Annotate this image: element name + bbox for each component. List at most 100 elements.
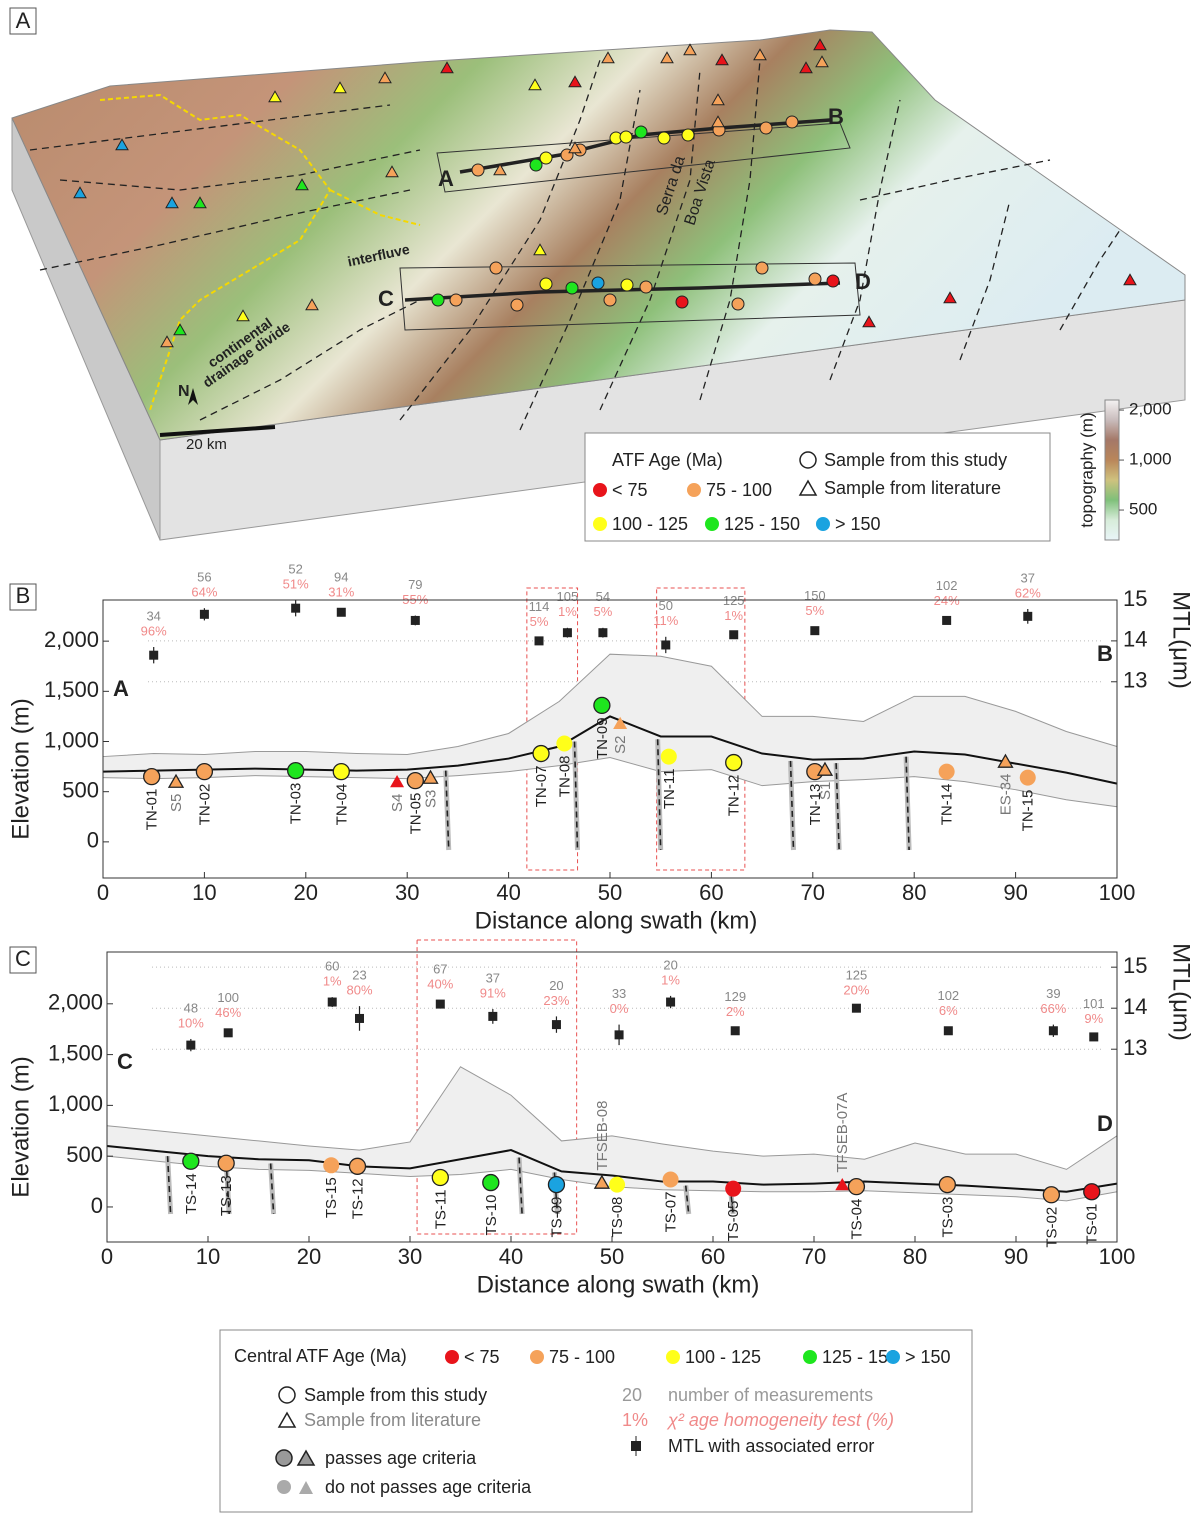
sample-label: TFSEB-08: [594, 1101, 611, 1171]
y2-tick-label: 15: [1123, 586, 1147, 611]
mtl-point: [355, 1014, 364, 1023]
y-tick-label: 1,500: [44, 677, 99, 702]
sample-circle: [407, 773, 423, 789]
figure: A A B C D Serra da Boa Vista interfluve …: [0, 0, 1200, 1513]
y-tick-label: 500: [62, 778, 99, 803]
map-sample: [732, 298, 744, 310]
swath-chart: C4810%10046%601%2380%6740%3791%2023%330%…: [7, 940, 1194, 1298]
legend-text: do not passes age criteria: [325, 1477, 532, 1497]
mtl-chi2: 23%: [543, 993, 569, 1008]
legend-label: > 150: [835, 514, 881, 534]
colorbar: 2,0001,000500: [1105, 400, 1172, 540]
mtl-n: 129: [724, 989, 746, 1004]
sample-label: TS-08: [609, 1197, 626, 1238]
mtl-n: 125: [846, 968, 868, 983]
x-tick-label: 60: [699, 880, 723, 905]
sample-circle: [725, 1181, 741, 1197]
mtl-n: 34: [146, 608, 160, 623]
swath-end: D: [855, 269, 871, 294]
mtl-point: [186, 1041, 195, 1050]
mtl-chi2: 5%: [594, 604, 613, 619]
map-sample: [450, 294, 462, 306]
colorbar-title: topography (m): [1077, 412, 1096, 527]
sample-label: TN-12: [726, 775, 743, 817]
x-tick-label: 50: [600, 1244, 624, 1269]
map-legend-text: Sample from this study: [824, 450, 1007, 470]
mtl-point: [1049, 1026, 1058, 1035]
mtl-chi2: 5%: [805, 603, 824, 618]
mtl-n: 48: [184, 1000, 198, 1015]
sample-circle: [609, 1177, 625, 1193]
mtl-point: [411, 616, 420, 625]
x-tick-label: 70: [801, 880, 825, 905]
sample-circle: [333, 764, 349, 780]
mtl-n: 79: [408, 577, 422, 592]
mtl-n: 20: [663, 957, 677, 972]
map-sample: [682, 129, 694, 141]
sample-label: TN-04: [333, 784, 350, 826]
sample-circle: [323, 1157, 339, 1173]
mtl-point: [535, 636, 544, 645]
legend-swatch: [816, 517, 830, 531]
legend-square: [631, 1441, 641, 1451]
panel-label: A: [16, 8, 31, 33]
map-sample: [540, 278, 552, 290]
legend-label: 75 - 100: [549, 1347, 615, 1367]
mtl-n: 100: [217, 990, 239, 1005]
mtl-chi2: 1%: [661, 972, 680, 987]
mtl-chi2: 9%: [1084, 1011, 1103, 1026]
y-tick-label: 2,000: [48, 990, 103, 1015]
sample-label: S5: [168, 794, 185, 812]
sample-label: TS-10: [483, 1195, 500, 1236]
legend-text: passes age criteria: [325, 1448, 477, 1468]
legend-label: > 150: [905, 1347, 951, 1367]
swath-chart: B3496%5664%5251%9431%7955%1145%1051%545%…: [7, 561, 1194, 934]
map-sample: [809, 273, 821, 285]
mtl-chi2: 11%: [653, 613, 678, 628]
mtl-n: 54: [596, 589, 610, 604]
legend-text: Sample from literature: [304, 1410, 481, 1430]
map-sample: [786, 116, 798, 128]
y-axis-title: Elevation (m): [7, 698, 34, 839]
map-sample: [511, 299, 523, 311]
mtl-n: 105: [557, 589, 579, 604]
sample-circle: [183, 1153, 199, 1169]
x-tick-label: 80: [903, 1244, 927, 1269]
sample-circle: [432, 1169, 448, 1185]
legend-label: 75 - 100: [706, 480, 772, 500]
legend-swatch: [886, 1350, 900, 1364]
colorbar-tick-label: 500: [1129, 500, 1157, 519]
mtl-chi2: 2%: [726, 1004, 745, 1019]
profile-end-label: D: [1097, 1111, 1113, 1136]
x-tick-label: 0: [101, 1244, 113, 1269]
legend-swatch: [530, 1350, 544, 1364]
map-sample: [566, 282, 578, 294]
x-tick-label: 40: [499, 1244, 523, 1269]
map-sample: [472, 164, 484, 176]
mtl-chi2: 96%: [141, 623, 167, 638]
sample-label: ES-34: [997, 774, 1014, 816]
sample-label: TS-12: [349, 1178, 366, 1219]
mtl-point: [552, 1020, 561, 1029]
sample-circle: [483, 1175, 499, 1191]
profile-start-label: C: [117, 1049, 133, 1074]
x-tick-label: 0: [97, 880, 109, 905]
mtl-chi2: 55%: [402, 592, 428, 607]
mtl-point: [149, 651, 158, 660]
x-tick-label: 90: [1003, 880, 1027, 905]
mtl-point: [1089, 1032, 1098, 1041]
mtl-point: [852, 1004, 861, 1013]
sample-label: TN-03: [288, 783, 305, 825]
mtl-point: [615, 1030, 624, 1039]
north-label: N: [178, 383, 190, 400]
y2-tick-label: 14: [1123, 627, 1147, 652]
sample-label: TN-14: [939, 784, 956, 826]
mtl-n: 33: [612, 986, 626, 1001]
mtl-chi2: 80%: [346, 983, 372, 998]
y2-axis-title: MTL(μm): [1168, 591, 1195, 689]
x-tick-label: 60: [701, 1244, 725, 1269]
x-tick-label: 20: [297, 1244, 321, 1269]
swath-end: A: [438, 166, 454, 191]
legend-label: < 75: [612, 480, 648, 500]
mtl-point: [944, 1026, 953, 1035]
